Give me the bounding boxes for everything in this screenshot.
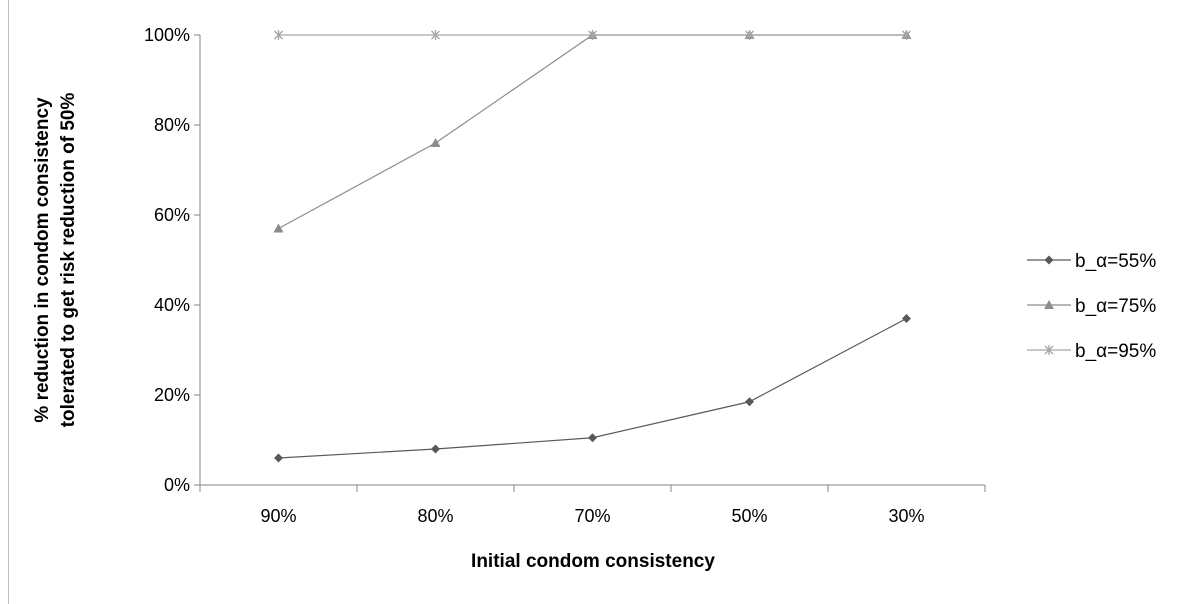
series-2 xyxy=(273,30,912,233)
legend-marker xyxy=(1044,300,1054,309)
y-axis-ticks: 0% 20% 40% 60% 80% 100% xyxy=(144,25,200,495)
data-point xyxy=(588,433,597,443)
y-tick-label: 60% xyxy=(154,205,190,225)
data-point xyxy=(273,223,284,233)
series-layer xyxy=(273,30,912,463)
x-tick-label: 50% xyxy=(731,506,767,526)
chart-frame xyxy=(8,0,1196,604)
series-3 xyxy=(274,30,911,40)
data-point xyxy=(588,30,597,40)
y-axis-title-line-1: % reduction in condom consistency xyxy=(32,97,53,423)
legend-label: b_α=55% xyxy=(1075,251,1156,272)
y-tick-label: 20% xyxy=(154,385,190,405)
data-point xyxy=(274,30,283,40)
data-point xyxy=(274,453,283,463)
data-point xyxy=(902,314,911,323)
x-tick-label: 80% xyxy=(417,506,453,526)
y-tick-label: 80% xyxy=(154,115,190,135)
legend-label: b_α=75% xyxy=(1075,296,1156,317)
legend-label: b_α=95% xyxy=(1075,341,1156,362)
y-axis-title-line-2: tolerated to get risk reduction of 50% xyxy=(58,93,79,428)
legend: b_α=55% b_α=75% b_α=95% xyxy=(1027,251,1156,362)
x-tick-label: 90% xyxy=(260,506,296,526)
series-1 xyxy=(274,314,911,463)
data-point xyxy=(745,30,754,40)
y-tick-label: 0% xyxy=(164,475,190,495)
legend-item: b_α=75% xyxy=(1027,296,1156,317)
x-tick-label: 30% xyxy=(888,506,924,526)
legend-marker xyxy=(1044,345,1054,355)
legend-item: b_α=55% xyxy=(1027,251,1156,272)
x-tick-label: 70% xyxy=(574,506,610,526)
legend-item: b_α=95% xyxy=(1027,341,1156,362)
data-point xyxy=(430,138,441,147)
axes xyxy=(199,35,985,486)
y-tick-label: 40% xyxy=(154,295,190,315)
y-axis-title: % reduction in condom consistency tolera… xyxy=(32,93,79,428)
series-line xyxy=(278,34,907,230)
data-point xyxy=(902,30,911,40)
x-axis-title: Initial condom consistency xyxy=(471,551,715,572)
data-point xyxy=(431,30,440,40)
data-point xyxy=(431,444,440,454)
y-tick-label: 100% xyxy=(144,25,190,45)
x-axis-ticks: 90% 80% 70% 50% 30% xyxy=(199,485,986,526)
data-point xyxy=(745,397,754,407)
legend-marker xyxy=(1044,255,1054,265)
